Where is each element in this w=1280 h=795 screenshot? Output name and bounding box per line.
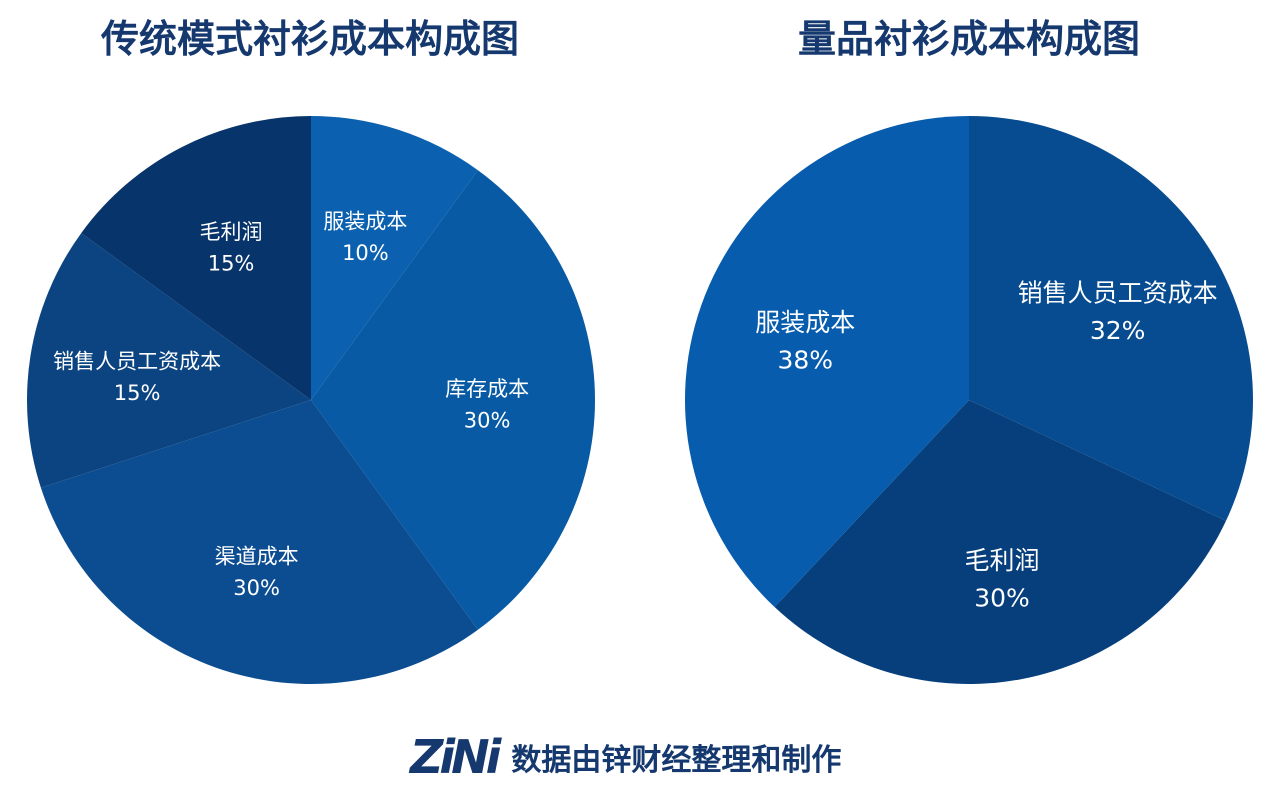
chart-title-traditional: 传统模式衬衫成本构成图 [100,17,520,61]
slice-value-liangpin-2: 38% [777,346,833,375]
zini-logo: ZiNi [410,730,501,784]
slice-label-liangpin-1: 毛利润 [964,546,1039,575]
slice-value-traditional-4: 15% [208,252,255,276]
slice-label-liangpin-0: 销售人员工资成本 [1018,279,1218,308]
slice-label-traditional-3: 销售人员工资成本 [53,349,221,373]
footer: ZiNi 数据由锌财经整理和制作 [410,730,841,784]
chart-title-liangpin: 量品衬衫成本构成图 [797,17,1141,61]
slice-value-traditional-3: 15% [114,381,161,405]
slice-label-traditional-1: 库存成本 [445,377,529,401]
slice-label-traditional-4: 毛利润 [200,220,263,244]
pie-slice-traditional-0 [311,116,478,400]
slice-label-traditional-0: 服装成本 [323,210,407,234]
pie-slice-liangpin-1 [774,400,1226,684]
slice-value-traditional-1: 30% [464,409,511,433]
slice-label-traditional-2: 渠道成本 [215,544,299,568]
pie-slice-traditional-2 [40,400,478,684]
slice-value-traditional-0: 10% [342,241,389,265]
pie-slice-traditional-3 [26,233,311,488]
slice-label-liangpin-2: 服装成本 [755,308,855,337]
pie-slice-traditional-4 [81,116,312,400]
slice-value-liangpin-1: 30% [974,583,1030,612]
pie-slice-traditional-1 [311,170,595,630]
pie-slice-liangpin-0 [969,116,1253,521]
slice-value-traditional-2: 30% [233,576,280,600]
pie-slice-liangpin-2 [685,116,969,608]
footer-credit: 数据由锌财经整理和制作 [511,743,842,778]
slice-value-liangpin-0: 32% [1090,316,1146,345]
